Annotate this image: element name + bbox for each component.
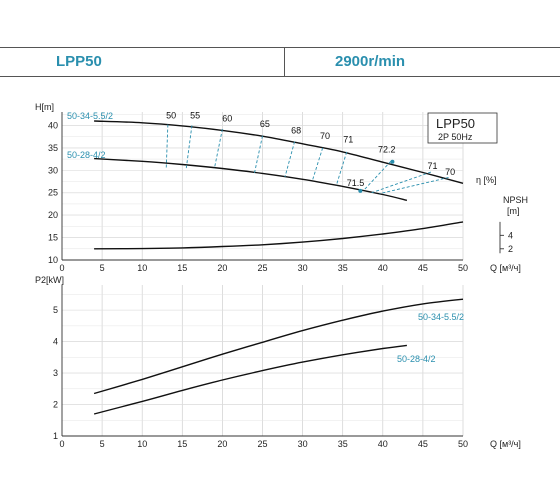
series-label-50-28: 50-28-4/2: [397, 354, 436, 364]
x-tick-label: 35: [338, 263, 348, 273]
y-tick-label: 2: [53, 400, 58, 410]
efficiency-label: 55: [190, 111, 200, 121]
legend-spec: 2P 50Hz: [438, 132, 473, 142]
efficiency-line: [311, 147, 324, 182]
series-label-50-28: 50-28-4/2: [67, 150, 106, 160]
efficiency-label: 71: [428, 161, 438, 171]
efficiency-line: [213, 128, 223, 169]
x-tick-label: 15: [177, 263, 187, 273]
y-tick-label: 30: [48, 165, 58, 175]
header-top-rule: [0, 47, 560, 48]
efficiency-label: 70: [320, 131, 330, 141]
x-tick-label: 50: [458, 439, 468, 449]
efficiency-line: [363, 161, 392, 191]
efficiency-label: 50: [166, 111, 176, 121]
npsh-tick-label: 4: [508, 230, 513, 240]
efficiency-line: [379, 177, 449, 195]
efficiency-label: 68: [291, 126, 301, 136]
series-label-50-34: 50-34-5.5/2: [418, 312, 464, 322]
legend-box: [427, 112, 498, 144]
efficiency-line: [165, 124, 169, 168]
header-model: LPP50: [56, 53, 102, 70]
x-tick-label: 0: [59, 263, 64, 273]
x-tick-label: 10: [137, 263, 147, 273]
y-tick-label: 10: [48, 255, 58, 265]
y-tick-label: 5: [53, 305, 58, 315]
y-tick-label: 15: [48, 233, 58, 243]
legend-model: LPP50: [436, 116, 475, 131]
npsh-unit: [m]: [507, 206, 520, 216]
y-tick-label: 25: [48, 188, 58, 198]
x-tick-label: 40: [378, 439, 388, 449]
head-chart: 0 5 10 15 20 25 30 35 40 45 50 10 15 20 25 30 35 40 H[m] Q …: [35, 102, 528, 273]
x-tick-label: 25: [257, 439, 267, 449]
y-tick-label: 3: [53, 368, 58, 378]
series-label-50-34: 50-34-5.5/2: [67, 111, 113, 121]
series-line: [94, 221, 464, 250]
eta-label: η [%]: [476, 175, 497, 185]
y-axis-label: P2[kW]: [35, 275, 64, 285]
y-tick-label: 1: [53, 431, 58, 441]
npsh-label: NPSH: [503, 195, 528, 205]
header-speed: 2900r/min: [335, 53, 406, 70]
bep-point: [358, 188, 363, 193]
series-line: [94, 120, 464, 184]
y-tick-label: 4: [53, 337, 58, 347]
series-line: [93, 344, 407, 415]
header-divider: [284, 47, 285, 77]
efficiency-label: 72.2: [378, 144, 396, 154]
efficiency-label: 70: [445, 167, 455, 177]
x-tick-label: 45: [418, 263, 428, 273]
series-line: [93, 298, 464, 395]
efficiency-label: 65: [260, 119, 270, 129]
header-bar: LPP50 2900r/min: [0, 47, 560, 77]
y-axis-label: H[m]: [35, 102, 54, 112]
efficiency-label: 71.5: [347, 178, 365, 188]
x-tick-label: 20: [217, 439, 227, 449]
header-bottom-rule: [0, 76, 560, 77]
npsh-tick-label: 2: [508, 244, 513, 254]
x-tick-label: 30: [298, 263, 308, 273]
efficiency-line: [185, 125, 193, 169]
x-tick-label: 5: [100, 439, 105, 449]
efficiency-line: [335, 151, 348, 186]
bep-point: [390, 159, 395, 164]
x-tick-label: 30: [298, 439, 308, 449]
x-tick-label: 35: [338, 439, 348, 449]
x-axis-label: Q [м³/ч]: [490, 263, 521, 273]
x-tick-label: 45: [418, 439, 428, 449]
efficiency-label: 71: [343, 134, 353, 144]
x-tick-label: 50: [458, 263, 468, 273]
x-tick-label: 0: [59, 439, 64, 449]
x-axis-label: Q [м³/ч]: [490, 439, 521, 449]
y-tick-label: 40: [48, 120, 58, 130]
x-tick-label: 25: [257, 263, 267, 273]
x-tick-label: 10: [137, 439, 147, 449]
efficiency-line: [254, 135, 263, 174]
efficiency-line: [371, 171, 432, 194]
x-tick-label: 5: [100, 263, 105, 273]
y-tick-label: 20: [48, 210, 58, 220]
x-tick-label: 20: [217, 263, 227, 273]
x-tick-label: 40: [378, 263, 388, 273]
efficiency-line: [284, 141, 296, 178]
x-tick-label: 15: [177, 439, 187, 449]
efficiency-label: 60: [222, 113, 232, 123]
y-tick-label: 35: [48, 143, 58, 153]
